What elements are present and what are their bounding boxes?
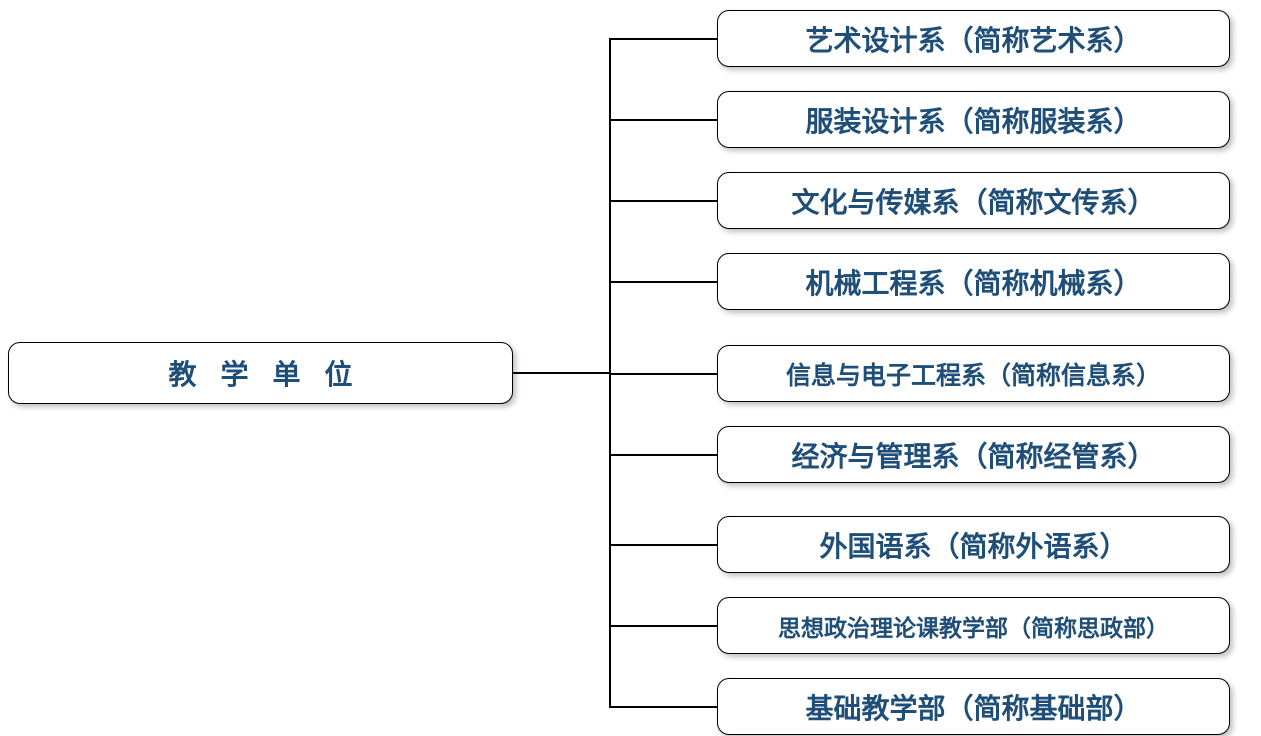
- child-node: 基础教学部（简称基础部）: [717, 678, 1230, 735]
- child-connector: [609, 281, 717, 283]
- root-label: 教学单位: [144, 353, 376, 393]
- child-node: 艺术设计系（简称艺术系）: [717, 10, 1230, 67]
- child-connector: [609, 38, 717, 40]
- child-label: 外国语系（简称外语系）: [819, 525, 1127, 565]
- child-node: 文化与传媒系（简称文传系）: [717, 172, 1230, 229]
- child-node: 经济与管理系（简称经管系）: [717, 426, 1230, 483]
- child-connector: [609, 625, 717, 627]
- child-node: 服装设计系（简称服装系）: [717, 91, 1230, 148]
- trunk-horizontal: [513, 372, 610, 374]
- child-connector: [609, 706, 717, 708]
- child-connector: [609, 544, 717, 546]
- root-node: 教学单位: [8, 342, 513, 404]
- child-connector: [609, 200, 717, 202]
- child-connector: [609, 454, 717, 456]
- child-label: 艺术设计系（简称艺术系）: [805, 19, 1141, 59]
- child-label: 思想政治理论课教学部（简称思政部）: [778, 609, 1169, 643]
- child-label: 信息与电子工程系（简称信息系）: [786, 356, 1161, 392]
- child-connector: [609, 373, 717, 375]
- child-node: 思想政治理论课教学部（简称思政部）: [717, 597, 1230, 654]
- child-label: 机械工程系（简称机械系）: [805, 262, 1141, 302]
- child-label: 文化与传媒系（简称文传系）: [791, 181, 1155, 221]
- child-label: 基础教学部（简称基础部）: [805, 687, 1141, 727]
- child-node: 信息与电子工程系（简称信息系）: [717, 345, 1230, 402]
- trunk-vertical: [609, 38, 611, 706]
- child-label: 经济与管理系（简称经管系）: [791, 435, 1155, 475]
- child-label: 服装设计系（简称服装系）: [805, 100, 1141, 140]
- child-node: 外国语系（简称外语系）: [717, 516, 1230, 573]
- child-connector: [609, 119, 717, 121]
- child-node: 机械工程系（简称机械系）: [717, 253, 1230, 310]
